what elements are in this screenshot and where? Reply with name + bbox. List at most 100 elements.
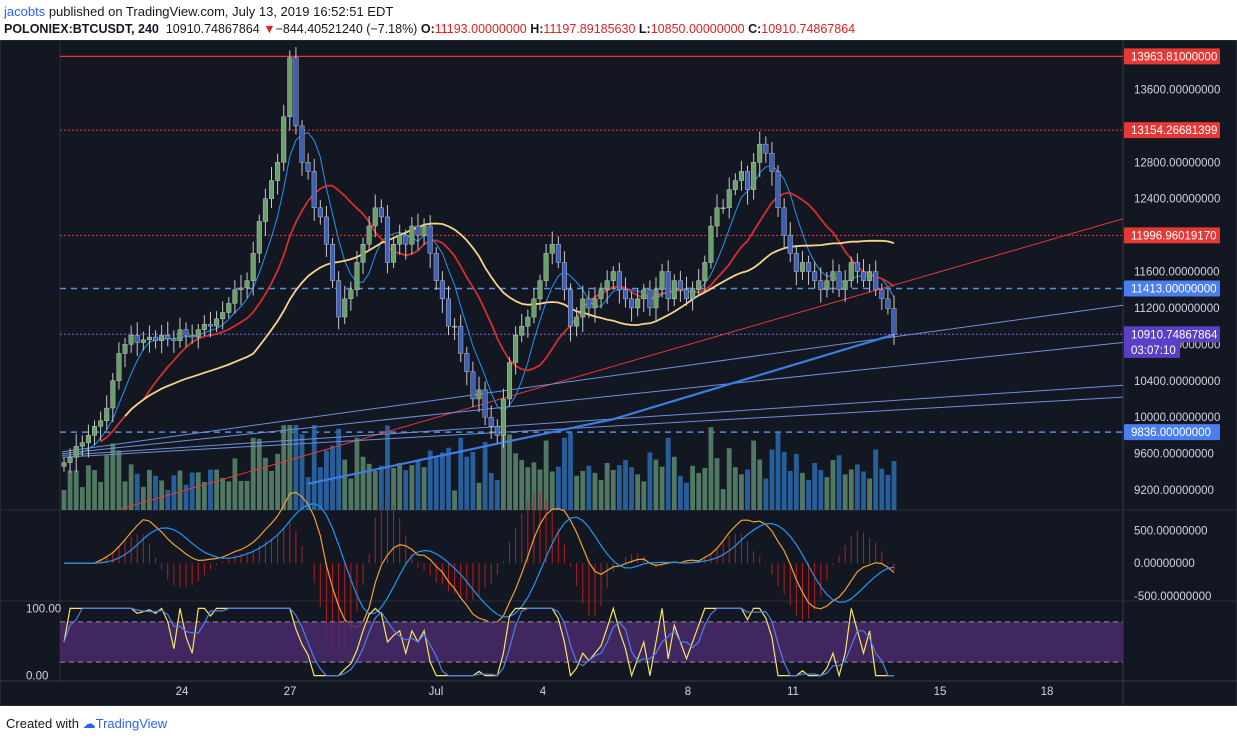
price-tag-label: 13154.26681399: [1131, 125, 1217, 137]
volume-bar: [830, 460, 836, 510]
volume-bar: [403, 470, 409, 510]
candle-body: [616, 271, 622, 290]
volume-bar: [873, 449, 879, 510]
volume-bar: [806, 479, 811, 510]
candle-body: [214, 318, 220, 327]
volume-bar: [482, 442, 488, 510]
volume-bar: [616, 465, 622, 510]
high-value: 11197.89185630: [543, 22, 636, 36]
volume-bar: [281, 425, 287, 510]
volume-bar: [702, 468, 708, 510]
volume-bar: [568, 432, 573, 510]
volume-bar: [110, 443, 116, 510]
candle-body: [555, 244, 561, 263]
volume-bar: [214, 469, 219, 510]
candle-body: [275, 162, 281, 181]
candle-body: [397, 234, 403, 245]
price-tick-label: 10400.00000000: [1134, 376, 1220, 388]
candle-body: [574, 316, 580, 327]
volume-bar: [378, 465, 384, 510]
candle-body: [146, 336, 152, 341]
candle-body: [464, 353, 470, 372]
time-tick-label: 18: [1041, 686, 1054, 698]
volume-bar: [671, 456, 677, 510]
candle-body: [745, 171, 751, 190]
volume-bar: [104, 455, 110, 510]
candle-body: [763, 143, 769, 154]
candle-body: [366, 225, 372, 245]
candle-body: [885, 298, 891, 309]
candle-body: [598, 289, 604, 300]
macd-tick-label: -500.00000000: [1134, 591, 1211, 603]
ma-medium-line: [100, 184, 895, 443]
volume-bar: [360, 456, 366, 510]
volume-bar: [256, 438, 262, 510]
volume-bar: [269, 470, 274, 510]
price-change: −844.40521240 (−7.18%): [275, 22, 418, 36]
tradingview-link[interactable]: TradingView: [95, 716, 168, 731]
price-tick-label: 12400.00000000: [1134, 194, 1220, 206]
author-link[interactable]: jacobts: [4, 4, 46, 19]
volume-bar: [238, 480, 244, 510]
volume-bar: [818, 470, 824, 510]
volume-bar: [287, 425, 293, 510]
change-arrow-icon: ▼: [263, 22, 276, 36]
volume-bar: [525, 467, 531, 510]
ma-long-line: [307, 333, 895, 485]
time-tick-label: 4: [540, 686, 547, 698]
price-tag-label: 10910.74867864: [1131, 329, 1218, 341]
symbol-label[interactable]: POLONIEX:BTCUSDT, 240: [4, 22, 159, 36]
volume-bar: [586, 465, 592, 510]
stoch-tick-label: 0.00: [26, 671, 48, 683]
volume-bar: [836, 455, 842, 510]
candle-body: [226, 303, 232, 313]
volume-bar: [366, 463, 372, 510]
price-tick-label: 10000.00000000: [1134, 412, 1220, 424]
volume-bar: [623, 460, 628, 510]
volume-bar: [726, 448, 732, 510]
candle-body: [543, 253, 549, 281]
close-label: C:: [748, 22, 762, 36]
volume-bar: [470, 451, 476, 510]
candle-body: [507, 362, 513, 400]
candle-body: [854, 262, 860, 272]
candle-body: [110, 380, 116, 409]
price-tick-label: 12800.00000000: [1134, 157, 1220, 169]
volume-bar: [98, 481, 104, 510]
fan-line: [61, 304, 1124, 453]
low-label: L:: [638, 22, 651, 36]
volume-bar: [439, 452, 445, 510]
volume-bar: [769, 449, 775, 510]
fan-line: [61, 384, 1124, 456]
candle-body: [207, 324, 213, 327]
candle-body: [452, 325, 458, 328]
volume-bar: [562, 437, 567, 510]
volume-bar: [250, 437, 256, 510]
volume-bar: [134, 473, 140, 510]
candle-body: [806, 262, 812, 272]
candle-body: [775, 171, 781, 209]
candle-body: [342, 298, 348, 318]
candle-body: [751, 162, 757, 190]
volume-bar: [79, 487, 85, 510]
volume-bar: [73, 470, 79, 510]
candle-body: [262, 198, 268, 222]
candle-body: [85, 435, 91, 443]
trend-line: [119, 218, 1124, 510]
candle-body: [317, 207, 323, 218]
stoch-d-line: [63, 607, 894, 677]
candle-body: [470, 371, 476, 400]
volume-bar: [891, 461, 897, 510]
candle-body: [488, 416, 494, 427]
candle-body: [549, 244, 555, 254]
candle-body: [159, 335, 165, 341]
candle-body: [787, 234, 793, 254]
price-tag: [1124, 48, 1220, 65]
volume-bar: [848, 469, 854, 510]
volume-bar: [201, 481, 207, 510]
volume-bar: [574, 475, 580, 510]
volume-bar: [458, 437, 464, 510]
candle-body: [702, 262, 708, 281]
candle-body: [378, 207, 384, 218]
chart-canvas[interactable]: 13600.00000000 12800.00000000 12400.000000…: [0, 40, 1237, 706]
